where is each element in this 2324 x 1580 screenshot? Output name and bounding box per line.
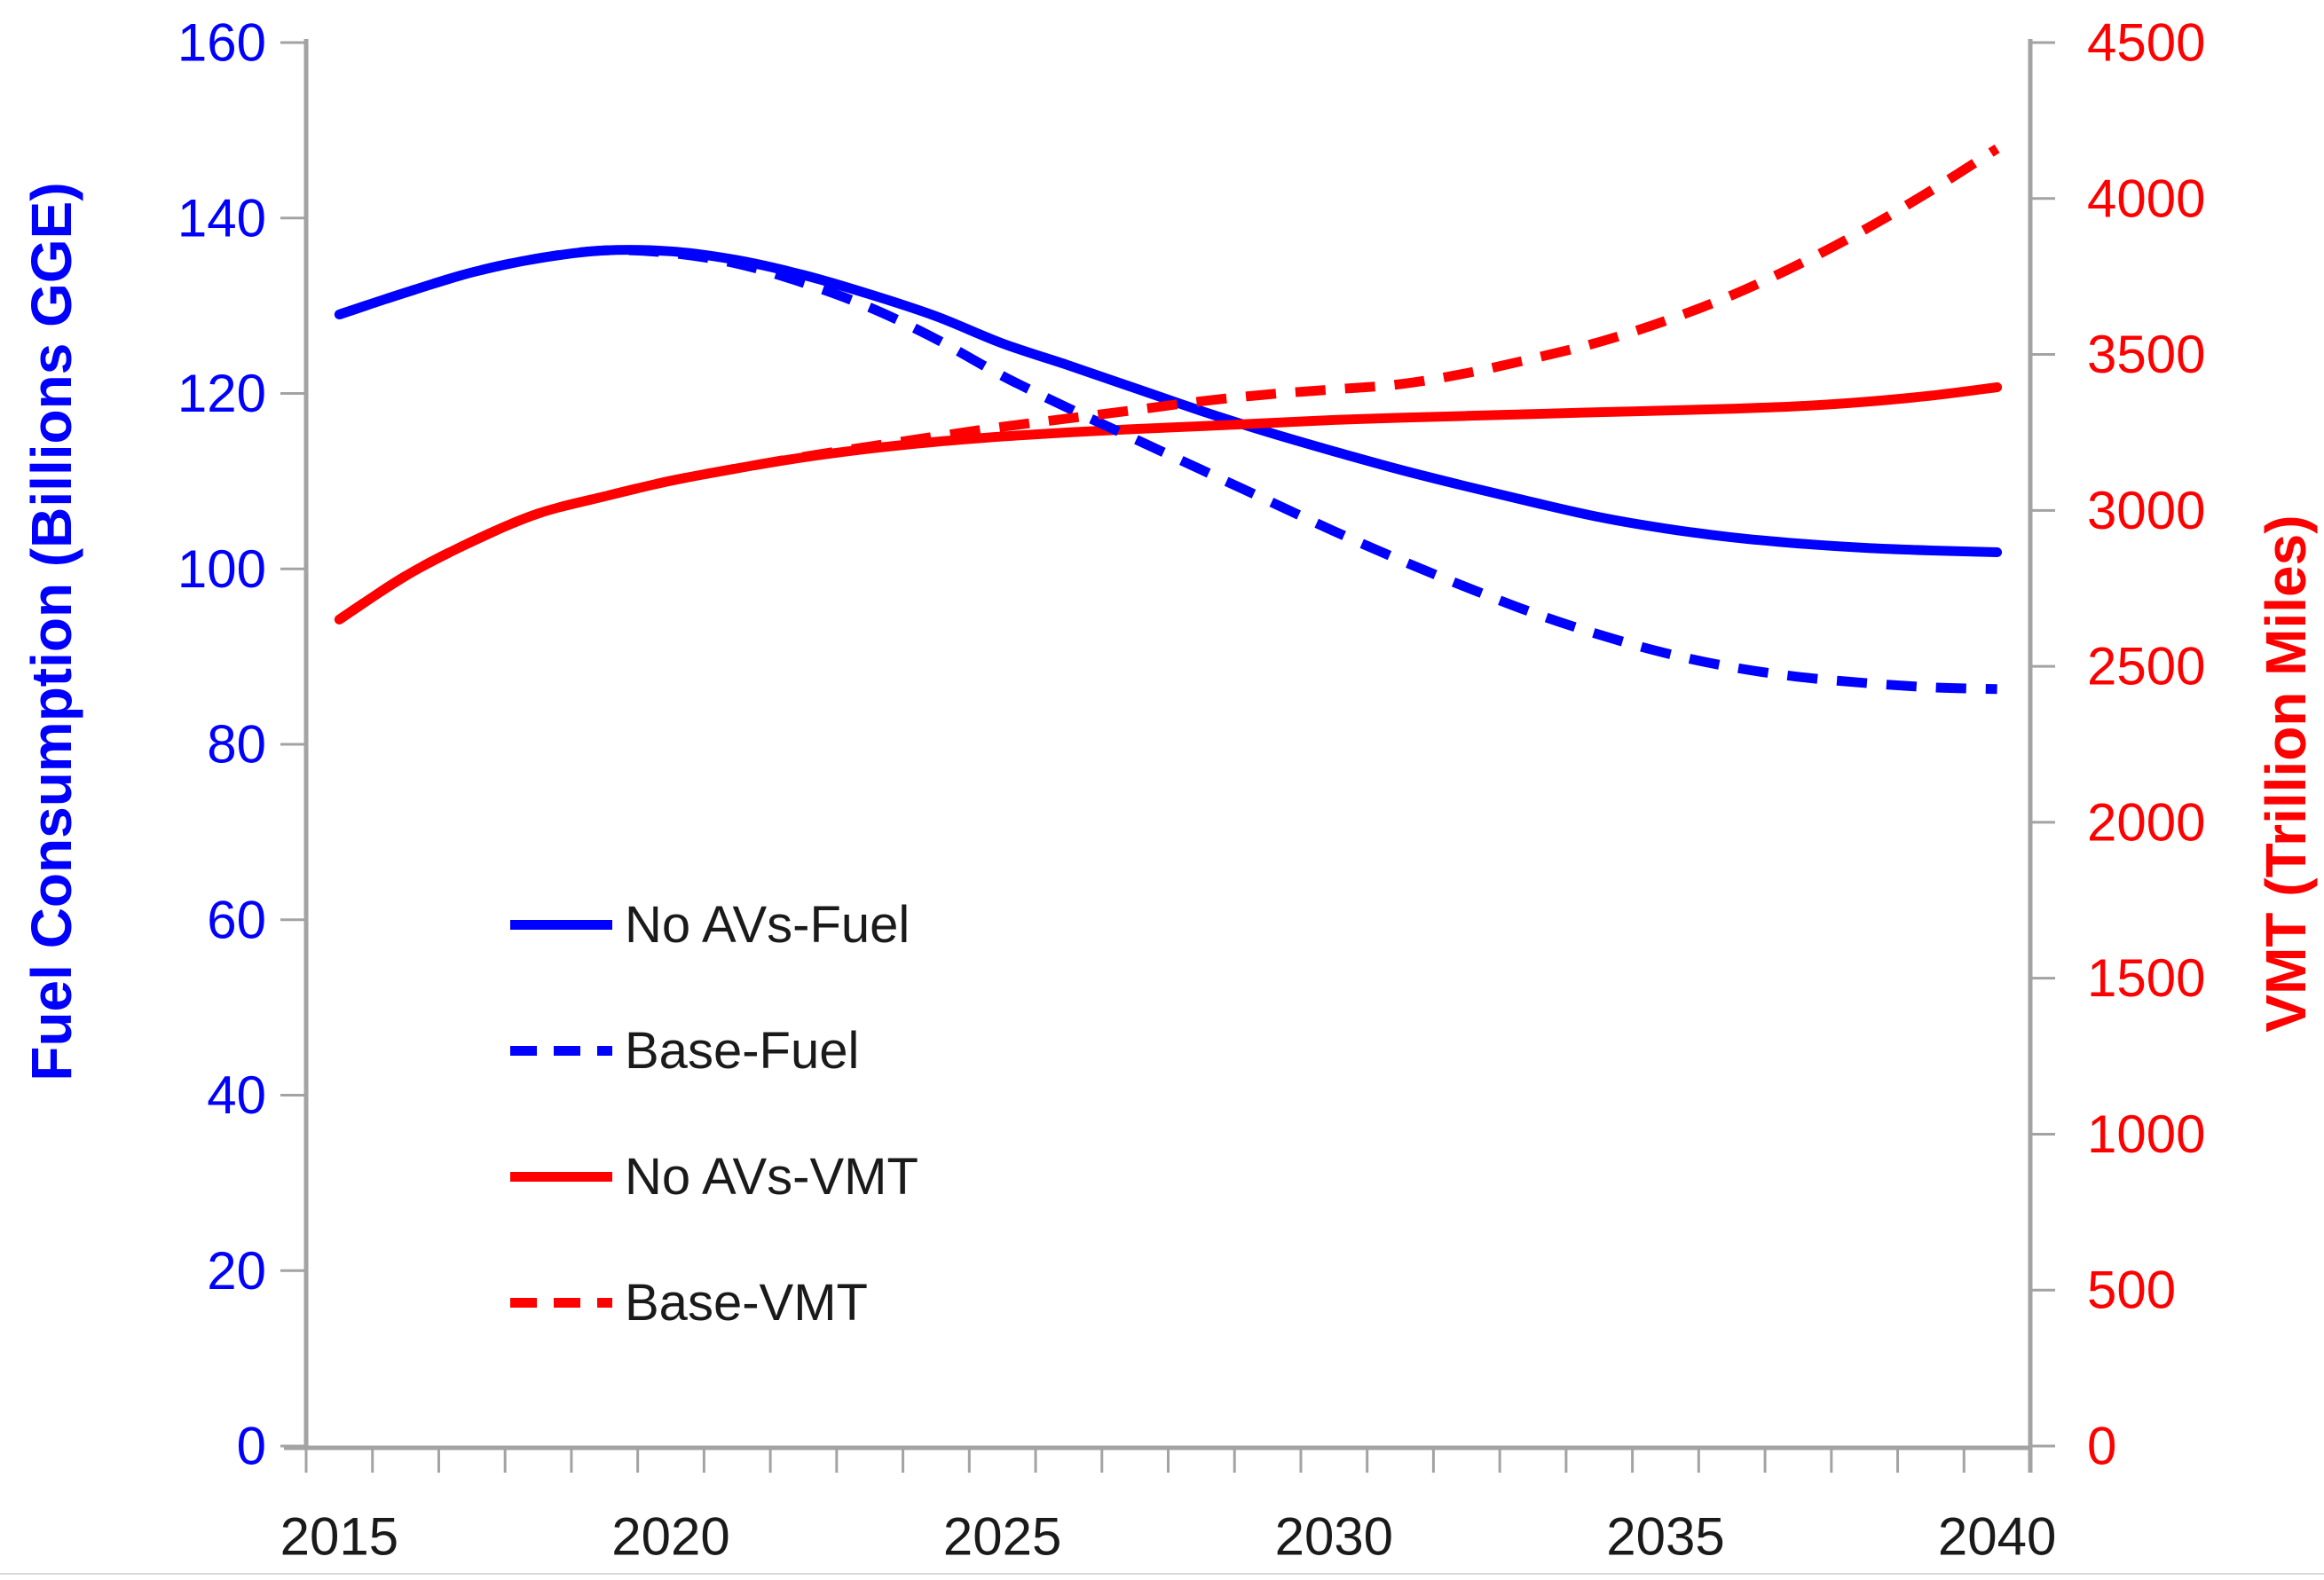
right-axis-tick-label: 3000 bbox=[2087, 481, 2205, 540]
legend-item: No AVs-Fuel bbox=[510, 896, 918, 954]
right-axis-tick-label: 500 bbox=[2087, 1261, 2176, 1320]
legend-label: Base-VMT bbox=[625, 1273, 868, 1332]
left-axis-tick-label: 20 bbox=[207, 1241, 266, 1301]
legend-dashed-line-swatch bbox=[510, 1297, 612, 1308]
legend-label: No AVs-Fuel bbox=[625, 895, 910, 954]
legend-item: Base-VMT bbox=[510, 1273, 918, 1332]
left-axis-tick-label: 100 bbox=[177, 539, 266, 599]
legend-label: No AVs-VMT bbox=[625, 1147, 918, 1206]
series-line-base-vmt bbox=[336, 144, 2000, 624]
right-axis-tick-label: 1000 bbox=[2087, 1104, 2205, 1164]
legend-item: No AVs-VMT bbox=[510, 1148, 918, 1206]
legend-solid-line-swatch bbox=[510, 1171, 612, 1182]
legend-item: Base-Fuel bbox=[510, 1022, 918, 1080]
right-axis-tick-label: 0 bbox=[2087, 1417, 2116, 1476]
x-axis-tick-label: 2025 bbox=[943, 1507, 1061, 1567]
right-axis-tick-label: 1500 bbox=[2087, 948, 2205, 1008]
x-axis-tick-label: 2015 bbox=[280, 1507, 398, 1567]
x-axis-tick-label: 2030 bbox=[1275, 1507, 1393, 1567]
left-axis-tick-label: 0 bbox=[237, 1417, 266, 1476]
left-axis-tick-label: 80 bbox=[207, 715, 266, 774]
legend-dashed-line-swatch bbox=[510, 1045, 612, 1056]
left-axis-tick-label: 40 bbox=[207, 1065, 266, 1125]
x-axis-tick-label: 2035 bbox=[1606, 1507, 1724, 1567]
right-axis-tick-label: 2500 bbox=[2087, 637, 2205, 696]
series-line-no-avs-fuel bbox=[334, 245, 2003, 557]
right-axis-tick-label: 4000 bbox=[2087, 169, 2205, 228]
legend: No AVs-Fuel Base-Fuel No AVs-VMT Base-VMT bbox=[510, 896, 918, 1332]
left-axis-tick-label: 120 bbox=[177, 364, 266, 423]
right-axis-tick-label: 4500 bbox=[2087, 13, 2205, 73]
left-axis-tick-label: 160 bbox=[177, 13, 266, 73]
legend-label: Base-Fuel bbox=[625, 1021, 860, 1080]
left-axis-tick-label: 60 bbox=[207, 890, 266, 949]
legend-solid-line-swatch bbox=[510, 919, 612, 930]
series-line-no-avs-vmt bbox=[334, 382, 2003, 625]
left-axis-tick-label: 140 bbox=[177, 188, 266, 248]
left-axis-title: Fuel Consumption (Billions GGE) bbox=[20, 182, 83, 1081]
right-axis-tick-label: 2000 bbox=[2087, 792, 2205, 852]
x-axis-tick-label: 2020 bbox=[611, 1507, 729, 1567]
series-line-base-fuel bbox=[337, 245, 1997, 695]
right-axis-tick-label: 3500 bbox=[2087, 325, 2205, 384]
x-axis-tick-label: 2040 bbox=[1938, 1507, 2056, 1567]
right-axis-title: VMT (Trillion Miles) bbox=[2254, 515, 2318, 1033]
